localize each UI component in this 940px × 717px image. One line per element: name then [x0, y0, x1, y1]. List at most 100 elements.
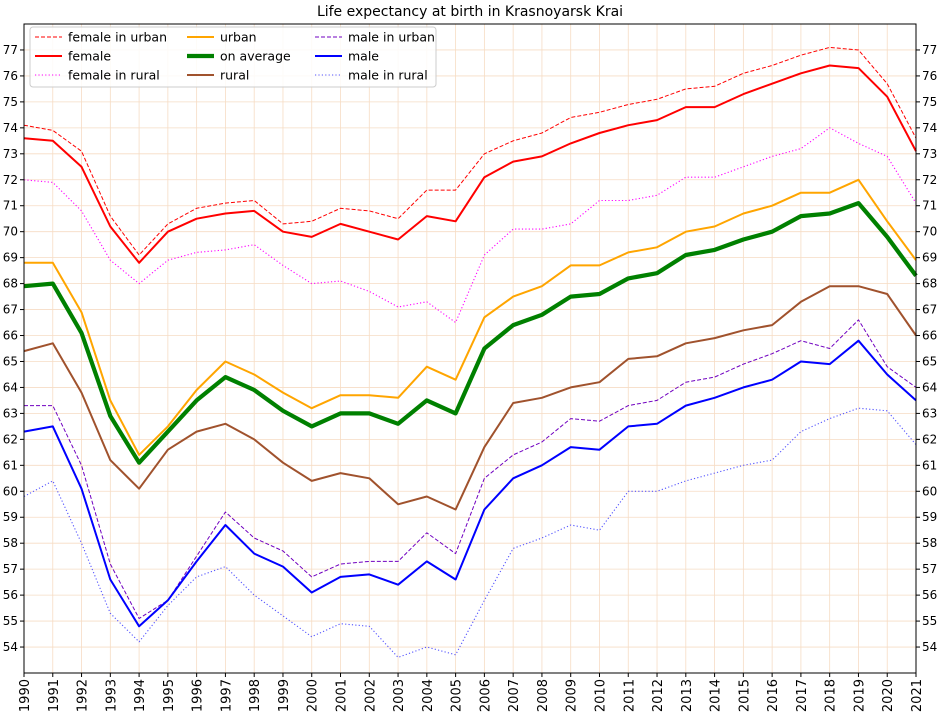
- x-tick-label: 1992: [76, 679, 91, 712]
- series-line-urban: [24, 178, 917, 456]
- y-tick-label-left: 64: [3, 380, 18, 394]
- y-tick-label-right: 66: [922, 329, 937, 343]
- y-tick-label-right: 73: [922, 147, 937, 161]
- legend-label-rural: rural: [220, 68, 249, 83]
- y-tick-label-left: 57: [3, 562, 18, 576]
- y-tick-label-right: 63: [922, 406, 937, 420]
- y-tick-label-left: 63: [3, 406, 18, 420]
- x-tick-label: 2020: [881, 679, 896, 712]
- y-tick-label-right: 69: [922, 251, 937, 265]
- y-tick-label-right: 54: [922, 640, 937, 654]
- x-tick-label: 2008: [536, 679, 551, 712]
- series-line-male-in-rural: [23, 407, 917, 658]
- series-line-rural: [23, 285, 917, 511]
- y-tick-label-left: 68: [3, 277, 18, 291]
- y-tick-label-right: 58: [922, 536, 937, 550]
- y-tick-label-left: 75: [3, 95, 18, 109]
- y-tick-label-left: 56: [3, 588, 18, 602]
- legend-label-female: female: [68, 49, 111, 64]
- y-tick-label-right: 55: [922, 614, 937, 628]
- legend-box: [29, 26, 437, 88]
- y-tick-label-left: 72: [3, 173, 18, 187]
- x-tick-label: 1999: [277, 679, 292, 712]
- y-tick-label-left: 70: [3, 225, 18, 239]
- x-tick-label: 2007: [507, 679, 522, 712]
- y-tick-label-left: 58: [3, 536, 18, 550]
- series-line-on-average: [23, 201, 918, 465]
- x-tick-label: 2014: [709, 679, 724, 712]
- plot-frame: [23, 23, 917, 674]
- legend-label-female-in-rural: female in rural: [68, 68, 160, 83]
- legend-label-male-in-rural: male in rural: [348, 68, 428, 83]
- y-tick-label-left: 67: [3, 303, 18, 317]
- legend: female in urban female female in rural urba…: [29, 26, 437, 88]
- y-tick-label-left: 54: [3, 640, 18, 654]
- x-tick-label: 2016: [766, 679, 781, 712]
- y-tick-label-left: 74: [3, 121, 18, 135]
- y-tick-label-right: 77: [922, 43, 937, 57]
- y-tick-label-left: 60: [3, 484, 18, 498]
- x-tick-label: 1993: [104, 679, 119, 712]
- y-tick-label-left: 77: [3, 43, 18, 57]
- x-tick-label: 1996: [191, 679, 206, 712]
- y-tick-label-right: 68: [922, 277, 937, 291]
- x-tick-label: 2018: [824, 679, 839, 712]
- y-tick-label-right: 72: [922, 173, 937, 187]
- x-tick-label: 2000: [306, 679, 321, 712]
- legend-label-on-average: on average: [220, 49, 291, 64]
- y-tick-label-right: 64: [922, 380, 937, 394]
- y-tick-label-left: 59: [3, 510, 18, 524]
- x-tick-label: 2005: [450, 679, 465, 712]
- y-tick-label-right: 61: [922, 458, 937, 472]
- x-tick-label: 2006: [478, 679, 493, 712]
- series-line-female-in-urban: [23, 46, 917, 256]
- y-tick-label-left: 65: [3, 354, 18, 368]
- y-tick-label-right: 62: [922, 432, 937, 446]
- y-tick-label-left: 66: [3, 329, 18, 343]
- x-tick-label: 1990: [18, 679, 33, 712]
- y-tick-label-left: 61: [3, 458, 18, 472]
- x-tick-label: 1995: [162, 679, 177, 712]
- x-tick-label: 1998: [248, 679, 263, 712]
- legend-label-female-in-urban: female in urban: [68, 30, 167, 45]
- x-tick-label: 1997: [219, 679, 234, 712]
- axis-layer: 54 54 55 55 56 56 57 57 58 58 59 59 60 60 61 61 62 62 63 63…: [3, 43, 938, 712]
- y-tick-label-left: 62: [3, 432, 18, 446]
- legend-label-male-in-urban: male in urban: [348, 30, 435, 45]
- y-tick-label-right: 70: [922, 225, 937, 239]
- series-line-female-in-rural: [23, 127, 917, 324]
- x-tick-label: 2011: [622, 679, 637, 712]
- x-tick-label: 2002: [363, 679, 378, 712]
- x-tick-label: 2010: [593, 679, 608, 712]
- x-tick-label: 2009: [565, 679, 580, 712]
- legend-label-male: male: [348, 49, 379, 64]
- y-tick-label-right: 67: [922, 303, 937, 317]
- y-tick-label-left: 73: [3, 147, 18, 161]
- y-tick-label-right: 76: [922, 69, 937, 83]
- x-tick-label: 2003: [392, 679, 407, 712]
- y-tick-label-left: 76: [3, 69, 18, 83]
- y-tick-label-right: 60: [922, 484, 937, 498]
- x-tick-label: 1991: [47, 679, 62, 712]
- series-line-male: [23, 339, 917, 628]
- x-tick-label: 2012: [651, 679, 666, 712]
- y-tick-label-right: 59: [922, 510, 937, 524]
- y-tick-label-right: 56: [922, 588, 937, 602]
- chart-title: Life expectancy at birth in Krasnoyarsk …: [317, 4, 623, 20]
- x-tick-label: 2015: [737, 679, 752, 712]
- y-tick-label-right: 57: [922, 562, 937, 576]
- grid-layer: [23, 24, 917, 673]
- x-tick-label: 2017: [795, 679, 810, 712]
- legend-label-urban: urban: [220, 30, 257, 45]
- y-tick-label-right: 65: [922, 354, 937, 368]
- x-tick-label: 2021: [910, 679, 925, 712]
- x-tick-label: 1994: [133, 679, 148, 712]
- y-tick-label-left: 71: [3, 199, 18, 213]
- x-tick-label: 2001: [335, 679, 350, 712]
- series-line-female: [23, 64, 917, 264]
- x-tick-label: 2019: [852, 679, 867, 712]
- x-tick-label: 2013: [680, 679, 695, 712]
- y-tick-label-left: 69: [3, 251, 18, 265]
- x-tick-label: 2004: [421, 679, 436, 712]
